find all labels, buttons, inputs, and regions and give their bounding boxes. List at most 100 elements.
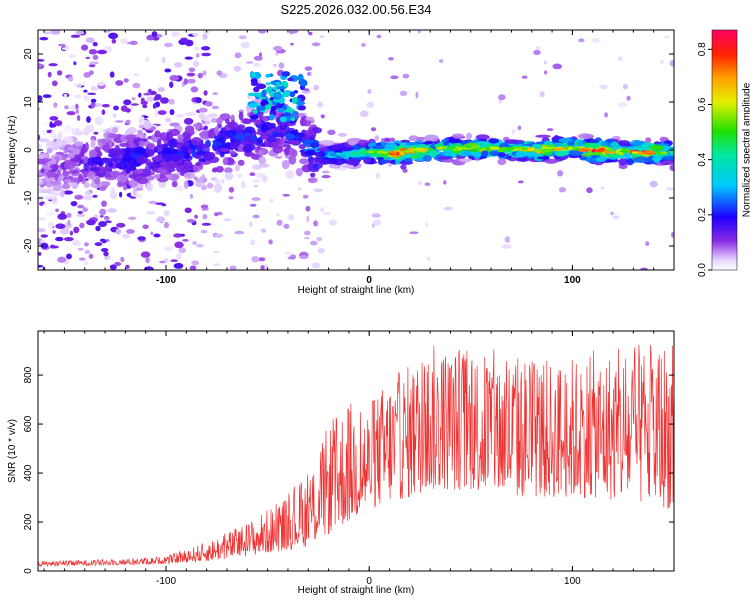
y-tick-label: -20: [23, 238, 34, 253]
colorbar-tick-label: 0.8: [697, 42, 708, 56]
heatmap-cell: [272, 131, 278, 136]
heatmap-speckle: [170, 259, 179, 263]
heatmap-cell: [288, 140, 301, 145]
heatmap-speckle: [517, 125, 522, 131]
heatmap-cell: [357, 156, 368, 160]
heatmap-cell: [313, 188, 323, 193]
heatmap-speckle: [137, 236, 146, 241]
heatmap-speckle: [154, 110, 159, 117]
y-tick-label: 0: [23, 147, 34, 153]
heatmap-speckle: [142, 224, 149, 230]
heatmap-cell: [61, 140, 68, 145]
heatmap-speckle: [42, 94, 52, 98]
heatmap-speckle: [109, 71, 115, 78]
heatmap-speckle: [63, 93, 68, 98]
heatmap-speckle: [270, 198, 274, 204]
heatmap-peak: [619, 150, 630, 153]
heatmap-speckle: [198, 107, 208, 113]
heatmap-speckle: [252, 214, 260, 219]
heatmap-cell: [498, 152, 506, 158]
heatmap-speckle: [160, 97, 169, 104]
heatmap-speckle: [278, 62, 285, 69]
heatmap-cell: [102, 144, 110, 152]
heatmap-cell: [225, 118, 230, 125]
heatmap-cell: [576, 140, 584, 146]
heatmap-peak: [372, 149, 378, 153]
heatmap-speckle: [558, 187, 567, 193]
y-tick-label: 800: [23, 366, 34, 383]
heatmap-cell: [67, 175, 74, 180]
heatmap-speckle: [260, 228, 267, 233]
heatmap-cell: [184, 112, 197, 116]
heatmap-speckle: [111, 38, 117, 44]
heatmap-speckle: [38, 95, 43, 102]
heatmap-speckle: [155, 202, 165, 205]
heatmap-cell: [257, 150, 264, 156]
heatmap-speckle: [121, 234, 131, 239]
heatmap-cell: [567, 141, 575, 146]
heatmap-speckle: [504, 236, 511, 243]
heatmap-speckle: [649, 180, 658, 188]
heatmap-cell: [49, 164, 60, 170]
heatmap-cell: [294, 134, 301, 140]
heatmap-cell: [202, 152, 213, 161]
heatmap-cell: [38, 158, 46, 165]
heatmap-speckle: [66, 212, 72, 218]
heatmap-cell: [42, 129, 48, 136]
heatmap-speckle: [645, 241, 650, 247]
heatmap-speckle: [77, 210, 84, 215]
heatmap-speckle: [101, 239, 107, 244]
heatmap-cell: [233, 142, 239, 150]
heatmap-speckle: [105, 220, 112, 224]
heatmap-speckle: [535, 46, 541, 50]
heatmap-cell: [307, 161, 315, 171]
heatmap-speckle: [311, 262, 321, 269]
heatmap-peak: [533, 148, 541, 152]
heatmap-cell: [651, 157, 662, 161]
heatmap-speckle: [427, 256, 431, 261]
heatmap-speckle: [660, 59, 664, 64]
heatmap-cell: [299, 79, 308, 87]
heatmap-speckle: [670, 231, 674, 238]
heatmap-cell: [497, 158, 507, 166]
heatmap-speckle: [74, 94, 82, 99]
heatmap-speckle: [604, 112, 608, 118]
heatmap-cell: [275, 81, 281, 86]
heatmap-peak: [408, 149, 414, 153]
heatmap-speckle: [155, 34, 163, 38]
heatmap-speckle: [85, 37, 95, 44]
heatmap-cell: [117, 181, 124, 188]
heatmap-cell: [195, 149, 204, 156]
heatmap-speckle: [288, 214, 295, 221]
heatmap-cell: [215, 165, 224, 173]
heatmap-peak: [499, 147, 509, 150]
x-tick-label: 100: [564, 576, 581, 587]
heatmap-speckle: [152, 103, 157, 109]
heatmap-speckle: [617, 56, 623, 61]
heatmap-speckle: [178, 247, 187, 254]
heatmap-cell: [247, 92, 257, 97]
heatmap-cell: [201, 174, 206, 180]
heatmap-peak: [520, 147, 529, 151]
heatmap-speckle: [204, 101, 213, 107]
heatmap-cell: [88, 149, 98, 159]
y-tick-label: 600: [23, 415, 34, 432]
heatmap-cell: [60, 189, 65, 198]
heatmap-speckle: [195, 243, 204, 248]
colorbar-tick-label: 0.6: [697, 97, 708, 111]
heatmap-speckle: [253, 184, 259, 188]
heatmap-speckle: [138, 92, 142, 98]
heatmap-speckle: [190, 193, 193, 199]
heatmap-speckle: [201, 46, 211, 51]
heatmap-speckle: [109, 264, 117, 270]
heatmap-speckle: [249, 203, 257, 207]
heatmap-cell: [83, 194, 94, 201]
heatmap-cell: [338, 146, 355, 152]
heatmap-cell: [43, 195, 55, 200]
heatmap-peak: [567, 147, 574, 151]
heatmap-cell: [237, 159, 245, 166]
heatmap-speckle: [417, 30, 421, 34]
heatmap-speckle: [415, 91, 419, 99]
